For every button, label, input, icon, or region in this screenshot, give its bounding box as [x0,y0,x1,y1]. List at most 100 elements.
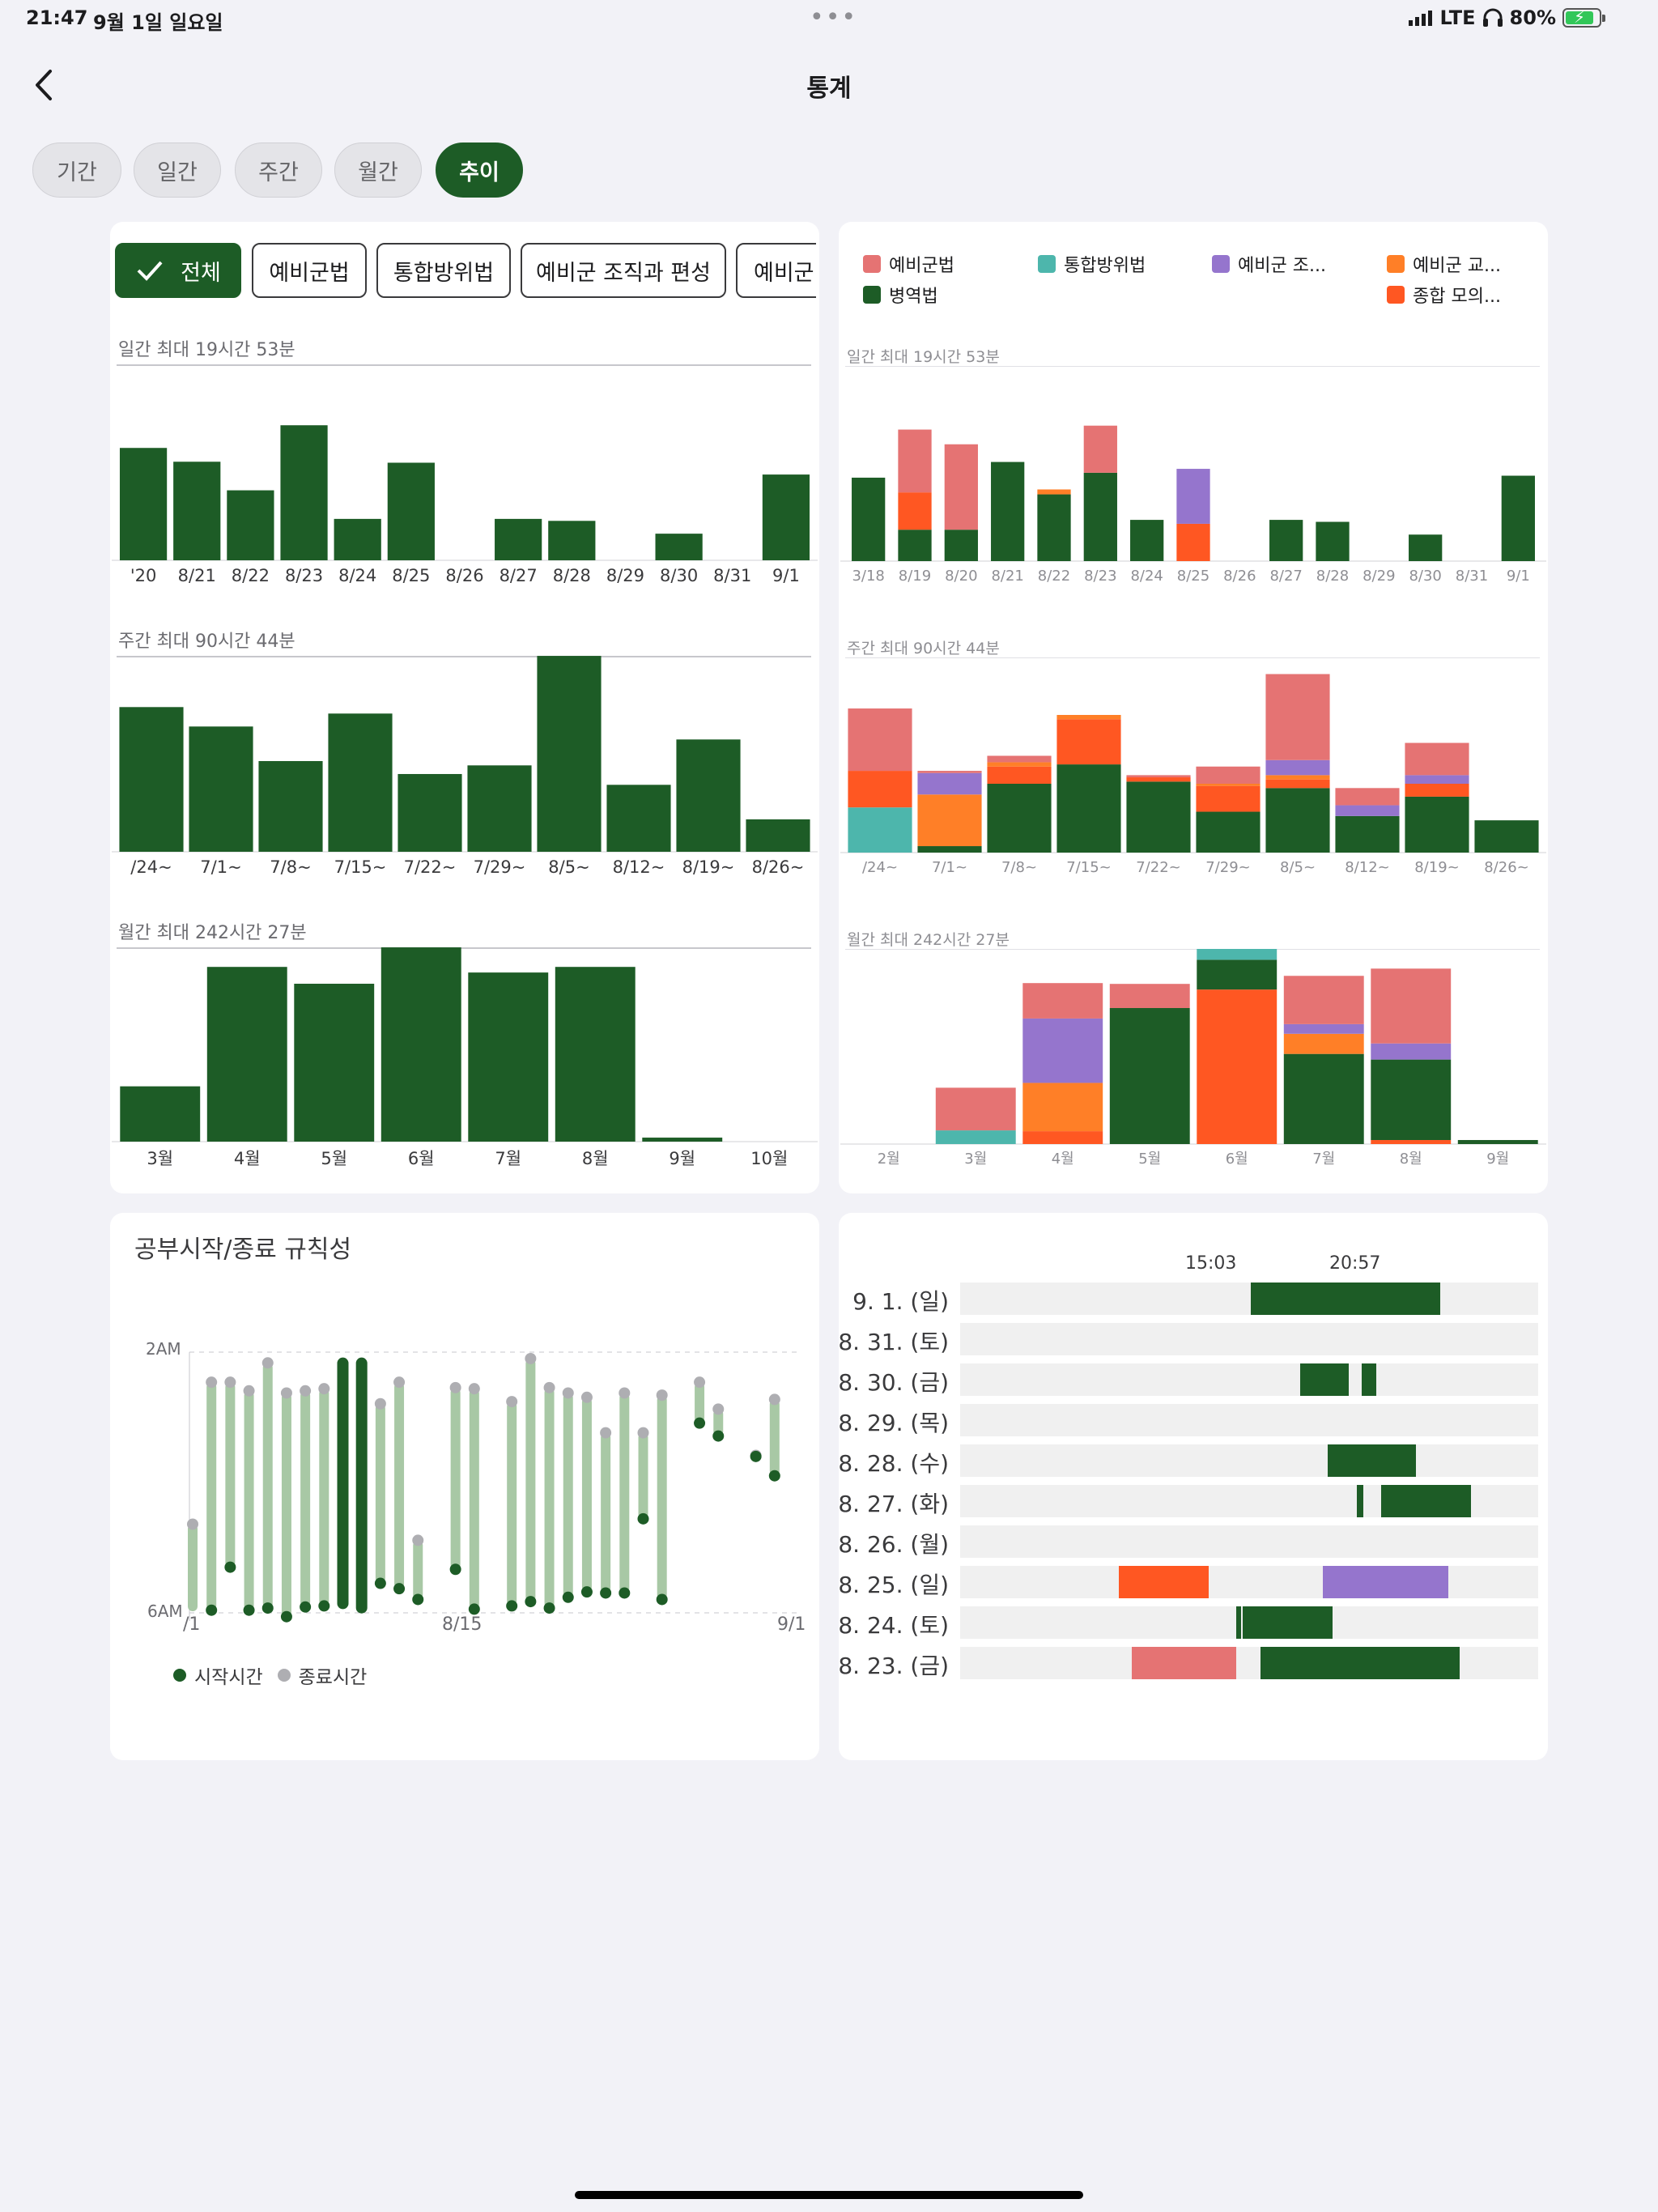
home-indicator[interactable] [575,2191,1083,2199]
start-time-dot [694,1417,706,1429]
chart-bar-segment [1405,742,1469,776]
chart-bar-segment [1109,984,1190,1009]
end-time-dot [300,1385,312,1397]
chart-tick-label: 10월 [750,1149,788,1168]
regularity-bar [525,1358,536,1602]
end-time-dot [656,1389,668,1402]
timeline-row[interactable]: 9. 1. (일) [839,1283,1548,1315]
tab-trend[interactable]: 추이 [436,143,523,198]
end-time-dot [525,1352,537,1364]
chart-tick-label: 8/24 [338,566,376,585]
timeline-row[interactable]: 8. 24. (토) [838,1606,1548,1639]
chart-bar-segment [917,772,982,795]
regularity-bar [206,1382,217,1610]
daily-max-line [845,366,1540,367]
timeline-day-label: 8. 23. (금) [838,1653,949,1679]
chart-bar-segment [1265,759,1330,776]
end-time-dot [468,1383,480,1395]
chart-bar [189,726,253,852]
tab-daily[interactable]: 일간 [134,143,221,198]
legend-item: 예비군 교... [1387,251,1501,277]
filter-chip-row[interactable]: 전체 예비군법 통합방위법 예비군 조직과 편성 예비군 [115,243,816,300]
timeline-day-label: 8. 29. (목) [838,1410,949,1436]
start-time-dot [206,1604,218,1616]
start-time-dot [768,1470,780,1482]
chart-tick-label: 8/19~ [1414,859,1460,876]
chart-bar-segment [1409,534,1443,561]
chart-bar-segment [1283,1033,1364,1054]
timeline-segment [1356,1485,1363,1517]
legend-swatch [863,255,881,273]
filter-chip-reserve-act[interactable]: 예비군법 [252,243,367,298]
end-time-dot [412,1534,424,1546]
timeline-row[interactable]: 8. 31. (토) [838,1323,1548,1355]
legend-item: 예비군법 [863,251,954,277]
timeline-track [960,1485,1538,1517]
chart-tick-label: 5월 [321,1149,347,1168]
regularity-bar [563,1393,573,1597]
end-time-dot [449,1381,461,1393]
start-time-dot [468,1603,480,1615]
timeline-row[interactable]: 8. 30. (금) [838,1363,1548,1396]
check-icon [137,261,163,281]
tab-weekly[interactable]: 주간 [235,143,322,198]
legend-label: 예비군 조... [1238,256,1326,276]
regularity-bar [225,1382,236,1568]
legend-label: 예비군 교... [1413,256,1501,276]
chart-bar-segment [1056,715,1121,720]
network-type: LTE [1439,6,1476,29]
chart-bar-segment [1126,775,1191,778]
chart-tick-label: 8/25 [392,566,430,585]
filter-chip-reserve-org[interactable]: 예비군 조직과 편성 [521,243,726,298]
end-time-dot [580,1391,593,1403]
timeline-row[interactable]: 8. 26. (월) [838,1525,1548,1558]
status-time: 21:47 [26,6,88,29]
chart-bar [227,490,274,560]
filter-chip-reserve[interactable]: 예비군 [736,243,816,298]
timeline-row[interactable]: 8. 27. (화) [838,1485,1548,1517]
timeline-segment [1132,1647,1237,1679]
chart-bar-segment [1176,469,1210,524]
legend-label: 병역법 [889,287,938,307]
end-time-dot [261,1357,274,1369]
end-time-dot [318,1383,330,1395]
chart-bar [495,518,542,560]
weekly-max-label: 주간 최대 90시간 44분 [847,640,1000,657]
filter-chip-defense-act[interactable]: 통합방위법 [376,243,511,298]
chart-bar-segment [1371,968,1452,1044]
chart-bar-segment [1056,764,1121,853]
regularity-bar [638,1432,648,1519]
timeline-row[interactable]: 8. 23. (금) [838,1647,1548,1679]
chart-tick-label: 8/27 [1269,568,1302,585]
chart-bar-segment [1126,781,1191,853]
timeline-day-label: 8. 26. (월) [838,1531,949,1558]
filter-chip-all[interactable]: 전체 [115,243,241,298]
multitasking-dots[interactable]: ••• [810,3,858,32]
end-dot-icon [277,1669,291,1682]
timeline-row[interactable]: 8. 28. (수) [838,1444,1548,1477]
chart-tick-label: 7/22~ [1136,859,1181,876]
timeline-row[interactable]: 8. 25. (일) [838,1566,1548,1598]
timeline-day-label: 8. 25. (일) [838,1572,949,1598]
tab-monthly[interactable]: 월간 [334,143,422,198]
chart-bar-segment [1197,959,1278,990]
legend-label: 예비군법 [889,256,954,276]
chart-bar [380,947,461,1142]
start-time-dot [750,1450,762,1462]
chart-tick-label: 8/26~ [752,857,805,877]
chart-bar-segment [1130,520,1164,561]
chart-bar-segment [1371,1043,1452,1060]
end-time-dot [206,1376,218,1389]
chart-bar-segment [1457,1140,1538,1144]
chart-bar-segment [1371,1059,1452,1141]
start-time-dot [580,1586,593,1598]
chart-bar-segment [991,462,1025,561]
chart-bar [555,967,636,1142]
regularity-bar [619,1393,630,1593]
chart-bar-segment [1501,475,1535,561]
timeline-row[interactable]: 8. 29. (목) [838,1404,1548,1436]
start-time-dot [412,1593,424,1606]
regularity-bar [337,1357,349,1610]
back-button[interactable] [31,66,58,104]
tab-period[interactable]: 기간 [32,143,121,198]
